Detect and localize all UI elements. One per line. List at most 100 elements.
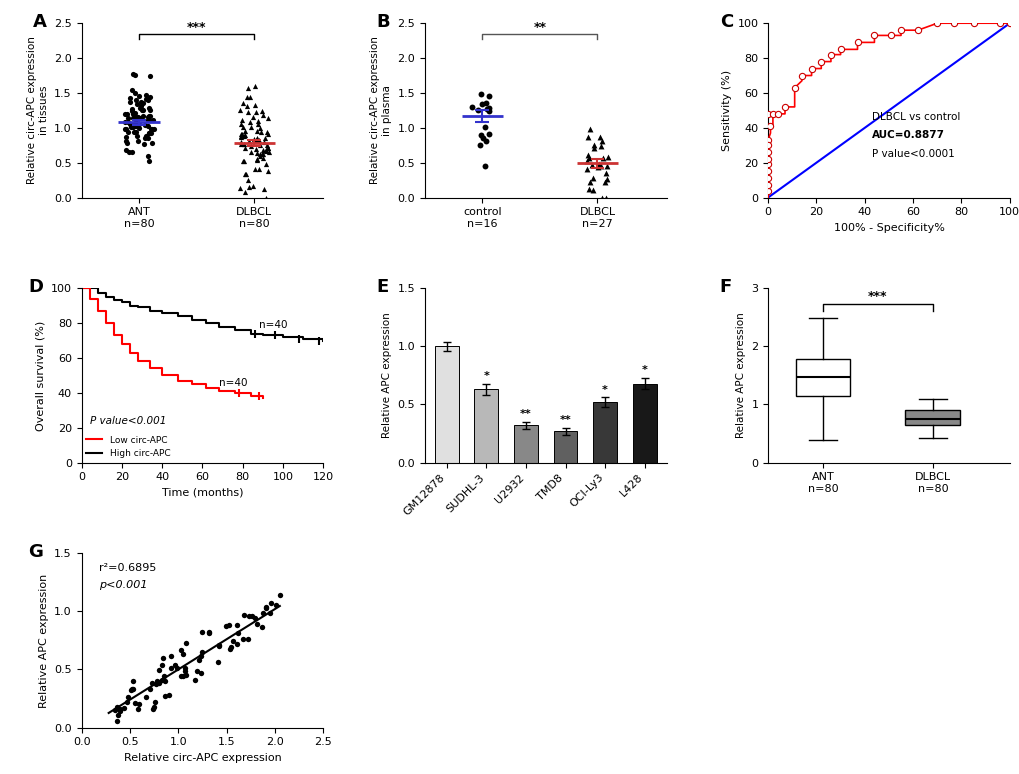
- Point: [109, 701, 125, 714]
- Point: [120, 125, 137, 138]
- Point: [128, 120, 145, 132]
- Point: [256, 135, 272, 148]
- Text: ***: ***: [186, 21, 206, 34]
- Point: [163, 662, 179, 674]
- Point: [480, 90, 496, 102]
- Point: [592, 139, 608, 152]
- Point: [259, 139, 275, 151]
- Point: [211, 639, 227, 652]
- Point: [251, 134, 267, 146]
- Point: [141, 110, 157, 122]
- Point: [141, 155, 157, 167]
- Point: [142, 91, 158, 103]
- Point: [248, 142, 264, 155]
- Y-axis label: Relative APC expression: Relative APC expression: [39, 574, 49, 707]
- Point: [128, 114, 145, 126]
- Point: [243, 146, 259, 159]
- Point: [233, 136, 250, 149]
- Point: [229, 619, 246, 632]
- Point: [255, 144, 271, 156]
- Point: [257, 144, 273, 156]
- Point: [252, 148, 268, 160]
- Point: [148, 677, 164, 690]
- Point: [116, 108, 132, 121]
- Point: [122, 684, 139, 697]
- Point: [174, 649, 191, 661]
- PathPatch shape: [795, 359, 850, 396]
- Point: [210, 639, 226, 652]
- Point: [130, 697, 147, 710]
- Point: [142, 102, 158, 115]
- Point: [172, 644, 189, 656]
- Point: [257, 132, 273, 145]
- Point: [249, 147, 265, 159]
- Point: [598, 167, 614, 180]
- Y-axis label: Overall survival (%): Overall survival (%): [36, 320, 45, 430]
- Point: [248, 134, 264, 146]
- Text: **: **: [533, 21, 546, 34]
- Point: [118, 144, 135, 156]
- Point: [144, 123, 160, 135]
- Point: [127, 94, 144, 107]
- Point: [245, 111, 261, 123]
- Point: [169, 662, 185, 674]
- Y-axis label: Sensitivity (%): Sensitivity (%): [721, 70, 731, 151]
- Point: [222, 643, 238, 656]
- Point: [109, 714, 125, 727]
- Point: [581, 123, 597, 135]
- Point: [143, 127, 159, 139]
- Text: AUC=0.8877: AUC=0.8877: [871, 130, 944, 140]
- Point: [129, 703, 146, 715]
- Point: [142, 110, 158, 122]
- Point: [142, 70, 158, 82]
- Point: [234, 155, 251, 167]
- Point: [260, 128, 276, 140]
- Point: [140, 114, 156, 126]
- Text: *: *: [483, 371, 489, 381]
- Point: [141, 114, 157, 126]
- Point: [124, 146, 141, 158]
- Point: [149, 675, 165, 687]
- Point: [579, 131, 595, 143]
- Point: [191, 654, 207, 666]
- Point: [126, 119, 143, 132]
- PathPatch shape: [905, 410, 960, 425]
- Point: [260, 111, 276, 124]
- Point: [591, 131, 607, 143]
- Text: E: E: [376, 278, 388, 296]
- Point: [107, 704, 123, 716]
- Point: [124, 68, 141, 80]
- Point: [473, 129, 489, 142]
- Point: [479, 102, 495, 115]
- Point: [240, 135, 257, 147]
- Point: [140, 111, 156, 123]
- Text: F: F: [719, 278, 732, 296]
- Point: [239, 106, 256, 118]
- Point: [127, 107, 144, 119]
- Point: [469, 104, 485, 117]
- Point: [243, 116, 259, 128]
- Point: [255, 607, 271, 619]
- Point: [474, 98, 490, 111]
- Point: [125, 125, 142, 138]
- Point: [221, 619, 237, 632]
- Text: ***: ***: [867, 290, 887, 303]
- Point: [271, 589, 287, 601]
- Point: [249, 132, 265, 144]
- Point: [172, 670, 189, 683]
- Point: [232, 130, 249, 142]
- Bar: [474, 389, 497, 463]
- Point: [151, 664, 167, 676]
- Point: [123, 84, 140, 96]
- Text: C: C: [719, 12, 733, 31]
- Point: [119, 112, 136, 125]
- Point: [142, 683, 158, 695]
- Point: [193, 650, 209, 663]
- Point: [249, 618, 265, 631]
- Point: [235, 138, 252, 150]
- Point: [239, 174, 256, 187]
- Point: [135, 97, 151, 109]
- Point: [127, 70, 144, 82]
- Point: [251, 163, 267, 176]
- Point: [223, 641, 239, 653]
